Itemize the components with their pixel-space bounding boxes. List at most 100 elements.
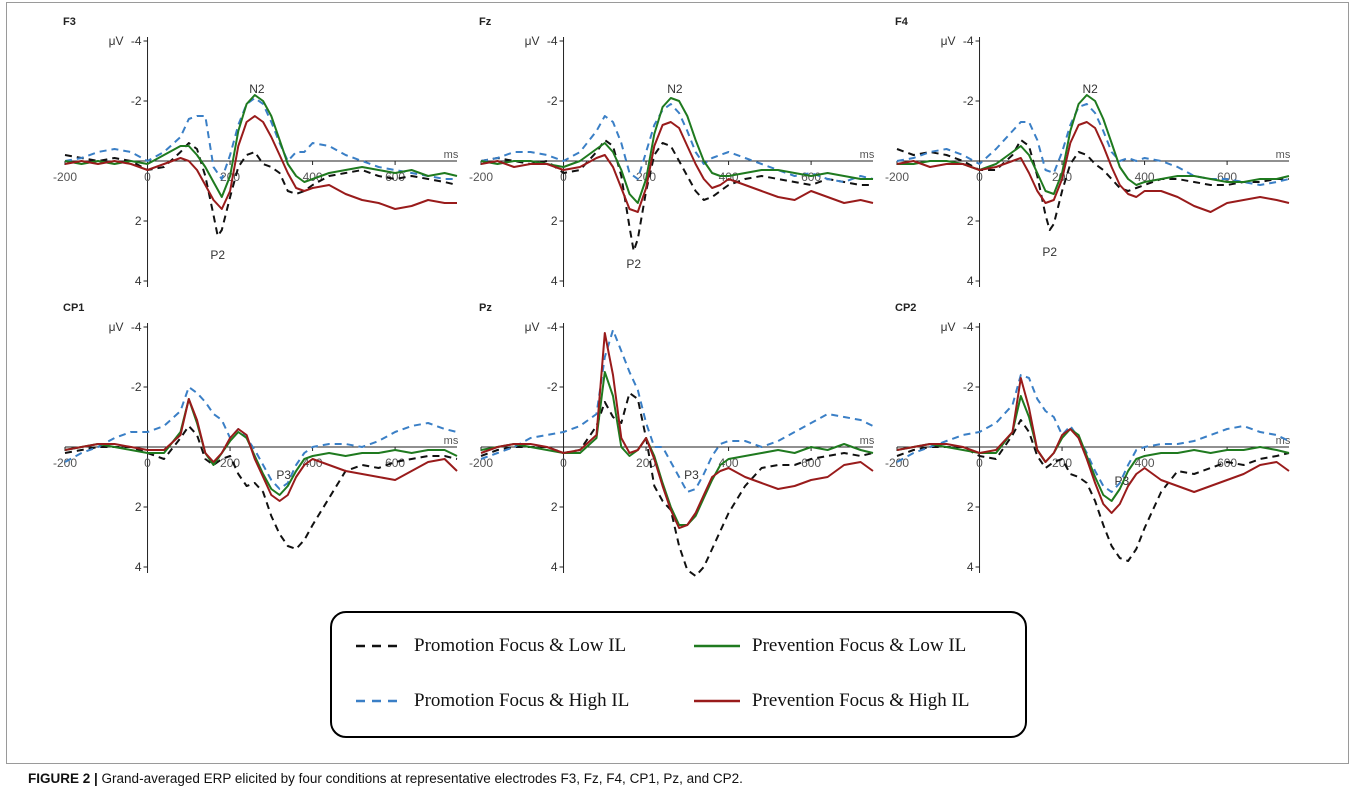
panel-cp2-title: CP2 [895, 302, 916, 314]
panel-f4-ytick-label: 2 [967, 214, 974, 228]
panel-pz-annotation: P3 [684, 468, 699, 482]
caption-text: Grand-averaged ERP elicited by four cond… [97, 771, 743, 786]
legend-label-promotion-low: Promotion Focus & Low IL [414, 635, 627, 656]
panel-pz-ytick-label: -2 [547, 380, 558, 394]
panel-cp1-xtick-label: -200 [53, 456, 77, 470]
panel-cp2-ylabel: μV [941, 320, 956, 334]
panel-pz-ytick-label: 2 [551, 500, 558, 514]
panel-cp2-xtick-label: -200 [885, 456, 909, 470]
panel-fz-annotation: P2 [626, 257, 641, 271]
panel-f4-xtick-label: 0 [976, 170, 983, 184]
legend-item-promotion-low: Promotion Focus & Low IL [356, 635, 626, 657]
panel-cp2-series-line [896, 395, 1290, 502]
panel-cp1-ytick-label: 4 [135, 560, 142, 574]
panel-f3-series-line [64, 97, 457, 180]
panel-f4-title: F4 [895, 16, 909, 28]
legend-label-prevention-high: Prevention Focus & High IL [752, 690, 970, 711]
panel-f3-xunit: ms [444, 149, 459, 161]
legend-swatch-promotion-high [356, 699, 402, 703]
panel-cp1-title: CP1 [63, 302, 84, 314]
panel-f4-ylabel: μV [941, 34, 956, 48]
panel-f4-xtick-label: -200 [885, 170, 909, 184]
panel-pz-xunit: ms [860, 435, 875, 447]
panel-f4-series-line [896, 121, 1290, 213]
panel-cp1-series-line [64, 398, 458, 502]
panel-cp1-ytick-label: -4 [131, 320, 142, 334]
panel-fz-series-line [480, 139, 873, 252]
caption-label: FIGURE 2 | [28, 771, 98, 786]
panel-cp2-ytick-label: 4 [967, 560, 974, 574]
panel-pz-ylabel: μV [525, 320, 540, 334]
panel-cp2-xunit: ms [1276, 435, 1291, 447]
panel-fz-title: Fz [479, 16, 492, 28]
panel-f3-xtick-label: -200 [53, 170, 77, 184]
legend-label-prevention-low: Prevention Focus & Low IL [752, 635, 967, 656]
panel-f3-series-line [64, 115, 457, 210]
panel-pz-xtick-label: -200 [469, 456, 493, 470]
panel-f3-ylabel: μV [109, 34, 124, 48]
panel-f4-ytick-label: 4 [967, 274, 974, 288]
panel-f4-series-line [896, 139, 1289, 231]
panel-pz-xtick-label: 400 [719, 456, 739, 470]
panel-pz-series-line [480, 329, 874, 493]
panel-cp2-ytick-label: 2 [967, 500, 974, 514]
panel-cp2-ytick-label: -4 [963, 320, 974, 334]
panel-fz-xtick-label: -200 [469, 170, 493, 184]
legend-swatch-prevention-high [694, 699, 740, 703]
figure-frame [6, 2, 1349, 764]
legend-item-promotion-high: Promotion Focus & High IL [356, 690, 629, 712]
panel-f3-xtick-label: 600 [385, 170, 405, 184]
panel-cp2-ytick-label: -2 [963, 380, 974, 394]
legend: Promotion Focus & Low IL Prevention Focu… [330, 611, 1027, 738]
panel-f3-annotation: N2 [249, 82, 265, 96]
panel-pz-series-line [480, 371, 874, 526]
panel-cp1-xtick-label: 200 [220, 456, 240, 470]
panel-pz-ytick-label: -4 [547, 320, 558, 334]
panel-pz-title: Pz [479, 302, 492, 314]
panel-cp2-xtick-label: 0 [976, 456, 983, 470]
panel-cp2-annotation: P3 [1115, 474, 1130, 488]
panel-cp1-xtick-label: 400 [303, 456, 323, 470]
panel-f4-series-line [896, 103, 1290, 186]
panel-cp1-annotation: P3 [276, 468, 291, 482]
panel-f3-title: F3 [63, 16, 76, 28]
legend-swatch-promotion-low [356, 644, 402, 648]
panel-f4-annotation: P2 [1042, 245, 1057, 259]
panel-f3-ytick-label: 4 [135, 274, 142, 288]
panel-cp2-series-line [896, 419, 1290, 562]
panel-f4-annotation: N2 [1082, 82, 1098, 96]
panel-f3-ytick-label: -2 [131, 94, 142, 108]
panel-fz-series-line [480, 97, 873, 204]
panel-fz-ytick-label: 4 [551, 274, 558, 288]
panel-fz-xtick-label: 0 [560, 170, 567, 184]
panel-f4-xunit: ms [1276, 149, 1291, 161]
panel-f3-xtick-label: 0 [144, 170, 151, 184]
legend-label-promotion-high: Promotion Focus & High IL [414, 690, 630, 711]
panel-fz-series-line [480, 121, 874, 213]
panel-cp1-xtick-label: 0 [144, 456, 151, 470]
panel-cp1-ytick-label: -2 [131, 380, 142, 394]
panel-cp2-series-line [896, 374, 1290, 493]
panel-f3-series-line [64, 142, 458, 237]
panel-fz-ytick-label: -2 [547, 94, 558, 108]
panel-f3-annotation: P2 [210, 248, 225, 262]
panel-cp1-xunit: ms [444, 435, 459, 447]
panel-fz-annotation: N2 [667, 82, 683, 96]
panel-cp1-ylabel: μV [109, 320, 124, 334]
panel-f4-ytick-label: -2 [963, 94, 974, 108]
panel-cp1-xtick-label: 600 [385, 456, 405, 470]
panel-pz-series-line [480, 332, 874, 529]
panel-cp2-xtick-label: 400 [1135, 456, 1155, 470]
panel-pz-xtick-label: 0 [560, 456, 567, 470]
figure-caption: FIGURE 2 | Grand-averaged ERP elicited b… [28, 771, 743, 786]
legend-swatch-prevention-low [694, 644, 740, 648]
legend-item-prevention-low: Prevention Focus & Low IL [694, 635, 966, 657]
panel-pz-xtick-label: 600 [801, 456, 821, 470]
panel-fz-ytick-label: -4 [547, 34, 558, 48]
panel-pz-ytick-label: 4 [551, 560, 558, 574]
panel-cp1-series-line [64, 425, 458, 550]
panel-fz-series-line [480, 103, 874, 183]
panel-f3-ytick-label: 2 [135, 214, 142, 228]
panel-fz-xunit: ms [860, 149, 875, 161]
